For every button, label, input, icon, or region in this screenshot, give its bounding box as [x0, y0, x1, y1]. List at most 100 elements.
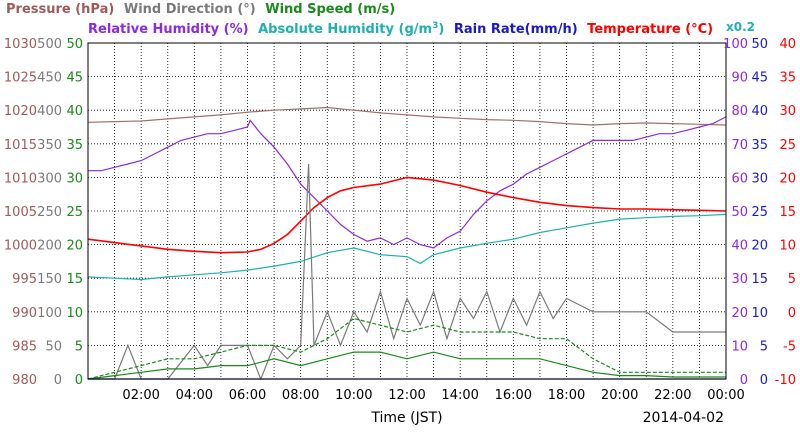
y-tick-label-rain-rate: 35: [751, 138, 768, 153]
y-tick-label-rel-humidity: 0: [740, 373, 748, 388]
legend-wind-direction: Wind Direction (°): [124, 2, 256, 17]
x-tick-label: 12:00: [388, 388, 425, 403]
tick-labels: 02:00 04:00 06:00 08:00 10:00 12:00 14:00 16:00…: [4, 37, 796, 403]
legend-absolute-humidity: Absolute Humidity (g/m: [258, 22, 432, 37]
y-tick-label-rain-rate: 15: [751, 272, 768, 287]
series-line-temperature-c: [87, 176, 727, 254]
y-tick-label-rel-humidity: 90: [731, 71, 748, 86]
y-tick-label-wind-dir: 250: [37, 205, 62, 220]
y-tick-label-rel-humidity: 70: [731, 138, 748, 153]
x-tick-label: 16:00: [495, 388, 532, 403]
series-line-pressure-hpa: [87, 106, 727, 126]
y-tick-label-temperature: 25: [779, 138, 796, 153]
y-tick-label-wind-speed: 25: [66, 205, 83, 220]
y-tick-label-rain-rate: 0: [760, 373, 768, 388]
series-line-wind-direction: [88, 163, 726, 381]
y-tick-label-temperature: 20: [779, 171, 796, 186]
y-tick-label-rain-rate: 25: [751, 205, 768, 220]
legend-factor: x0.2: [726, 20, 755, 34]
y-tick-label-temperature: 40: [779, 37, 796, 52]
y-tick-label-rel-humidity: 10: [731, 339, 748, 354]
y-tick-label-temperature: -5: [783, 339, 796, 354]
y-tick-label-temperature: -10: [775, 373, 796, 388]
legend-absolute-humidity-close: ): [438, 22, 444, 37]
y-tick-label-wind-speed: 20: [66, 239, 83, 254]
x-tick-label: 02:00: [122, 388, 159, 403]
y-tick-label-wind-dir: 200: [37, 239, 62, 254]
x-tick-label: 20:00: [601, 388, 638, 403]
y-tick-label-pressure: 1010: [4, 171, 37, 186]
x-tick-label: 04:00: [176, 388, 213, 403]
series-line-wind-speed-gust-m-s: [87, 317, 726, 380]
y-tick-label-temperature: 35: [779, 71, 796, 86]
legend-temperature: Temperature (°C): [587, 22, 713, 37]
y-tick-label-rain-rate: 30: [751, 171, 768, 186]
y-tick-label-rain-rate: 50: [751, 37, 768, 52]
y-tick-label-pressure: 1020: [4, 104, 37, 119]
y-tick-label-rel-humidity: 80: [731, 104, 748, 119]
legend-relative-humidity: Relative Humidity (%): [88, 22, 249, 37]
y-tick-label-pressure: 1005: [4, 205, 37, 220]
x-axis-label: Time (JST): [370, 410, 442, 426]
x-tick-label: 18:00: [548, 388, 585, 403]
y-tick-label-wind-dir: 50: [45, 339, 62, 354]
y-tick-label-wind-speed: 5: [75, 339, 83, 354]
y-tick-label-rain-rate: 40: [751, 104, 768, 119]
y-tick-label-wind-dir: 400: [37, 104, 62, 119]
legend-line-1: Pressure (hPa) Wind Direction (°) Wind S…: [6, 2, 395, 17]
y-tick-label-rel-humidity: 50: [731, 205, 748, 220]
y-tick-label-pressure: 1000: [4, 239, 37, 254]
y-tick-label-wind-dir: 500: [37, 37, 62, 52]
y-tick-label-rel-humidity: 60: [731, 171, 748, 186]
x-tick-label: 08:00: [282, 388, 319, 403]
y-tick-label-rel-humidity: 20: [731, 306, 748, 321]
legend-line-2: Relative Humidity (%) Absolute Humidity …: [88, 21, 713, 37]
series-line-wind-speed-m-s: [87, 351, 726, 380]
y-tick-label-wind-speed: 50: [66, 37, 83, 52]
legend-absolute-humidity-sup: 3: [432, 21, 438, 31]
y-tick-label-wind-dir: 100: [37, 306, 62, 321]
x-tick-label: 22:00: [654, 388, 691, 403]
plot-frame: [87, 42, 727, 380]
x-tick-label: 06:00: [229, 388, 266, 403]
y-tick-label-wind-dir: 150: [37, 272, 62, 287]
y-tick-label-wind-speed: 0: [75, 373, 83, 388]
y-tick-label-wind-dir: 350: [37, 138, 62, 153]
y-tick-label-pressure: 985: [12, 339, 37, 354]
y-tick-label-pressure: 995: [12, 272, 37, 287]
y-tick-label-wind-dir: 450: [37, 71, 62, 86]
y-tick-label-temperature: 30: [779, 104, 796, 119]
y-tick-label-wind-speed: 35: [66, 138, 83, 153]
x-tick-label: 10:00: [335, 388, 372, 403]
date-label: 2014-04-02: [643, 410, 724, 426]
y-tick-label-wind-speed: 15: [66, 272, 83, 287]
y-tick-label-rel-humidity: 40: [731, 239, 748, 254]
y-tick-label-pressure: 980: [12, 373, 37, 388]
y-tick-label-rain-rate: 20: [751, 239, 768, 254]
y-tick-label-rain-rate: 5: [760, 339, 768, 354]
y-tick-label-temperature: 15: [779, 205, 796, 220]
x-tick-label: 14:00: [441, 388, 478, 403]
y-tick-label-temperature: 10: [779, 239, 796, 254]
y-tick-label-temperature: 5: [788, 272, 796, 287]
y-tick-label-rel-humidity: 30: [731, 272, 748, 287]
y-tick-label-rel-humidity: 100: [723, 37, 748, 52]
legend-pressure: Pressure (hPa): [6, 2, 114, 17]
y-tick-label-wind-dir: 300: [37, 171, 62, 186]
legend-rain-rate: Rain Rate(mm/h): [454, 22, 578, 37]
y-tick-label-pressure: 1015: [4, 138, 37, 153]
y-tick-label-pressure: 990: [12, 306, 37, 321]
y-tick-label-wind-speed: 40: [66, 104, 83, 119]
y-tick-label-pressure: 1030: [4, 37, 37, 52]
y-tick-label-wind-speed: 10: [66, 306, 83, 321]
series-line-relative-humidity: [88, 116, 727, 249]
y-tick-label-wind-speed: 30: [66, 171, 83, 186]
legend-wind-speed: Wind Speed (m/s): [265, 2, 395, 17]
y-tick-label-rain-rate: 45: [751, 71, 768, 86]
y-tick-label-wind-dir: 0: [54, 373, 62, 388]
y-tick-label-temperature: 0: [788, 306, 796, 321]
y-tick-label-rain-rate: 10: [751, 306, 768, 321]
